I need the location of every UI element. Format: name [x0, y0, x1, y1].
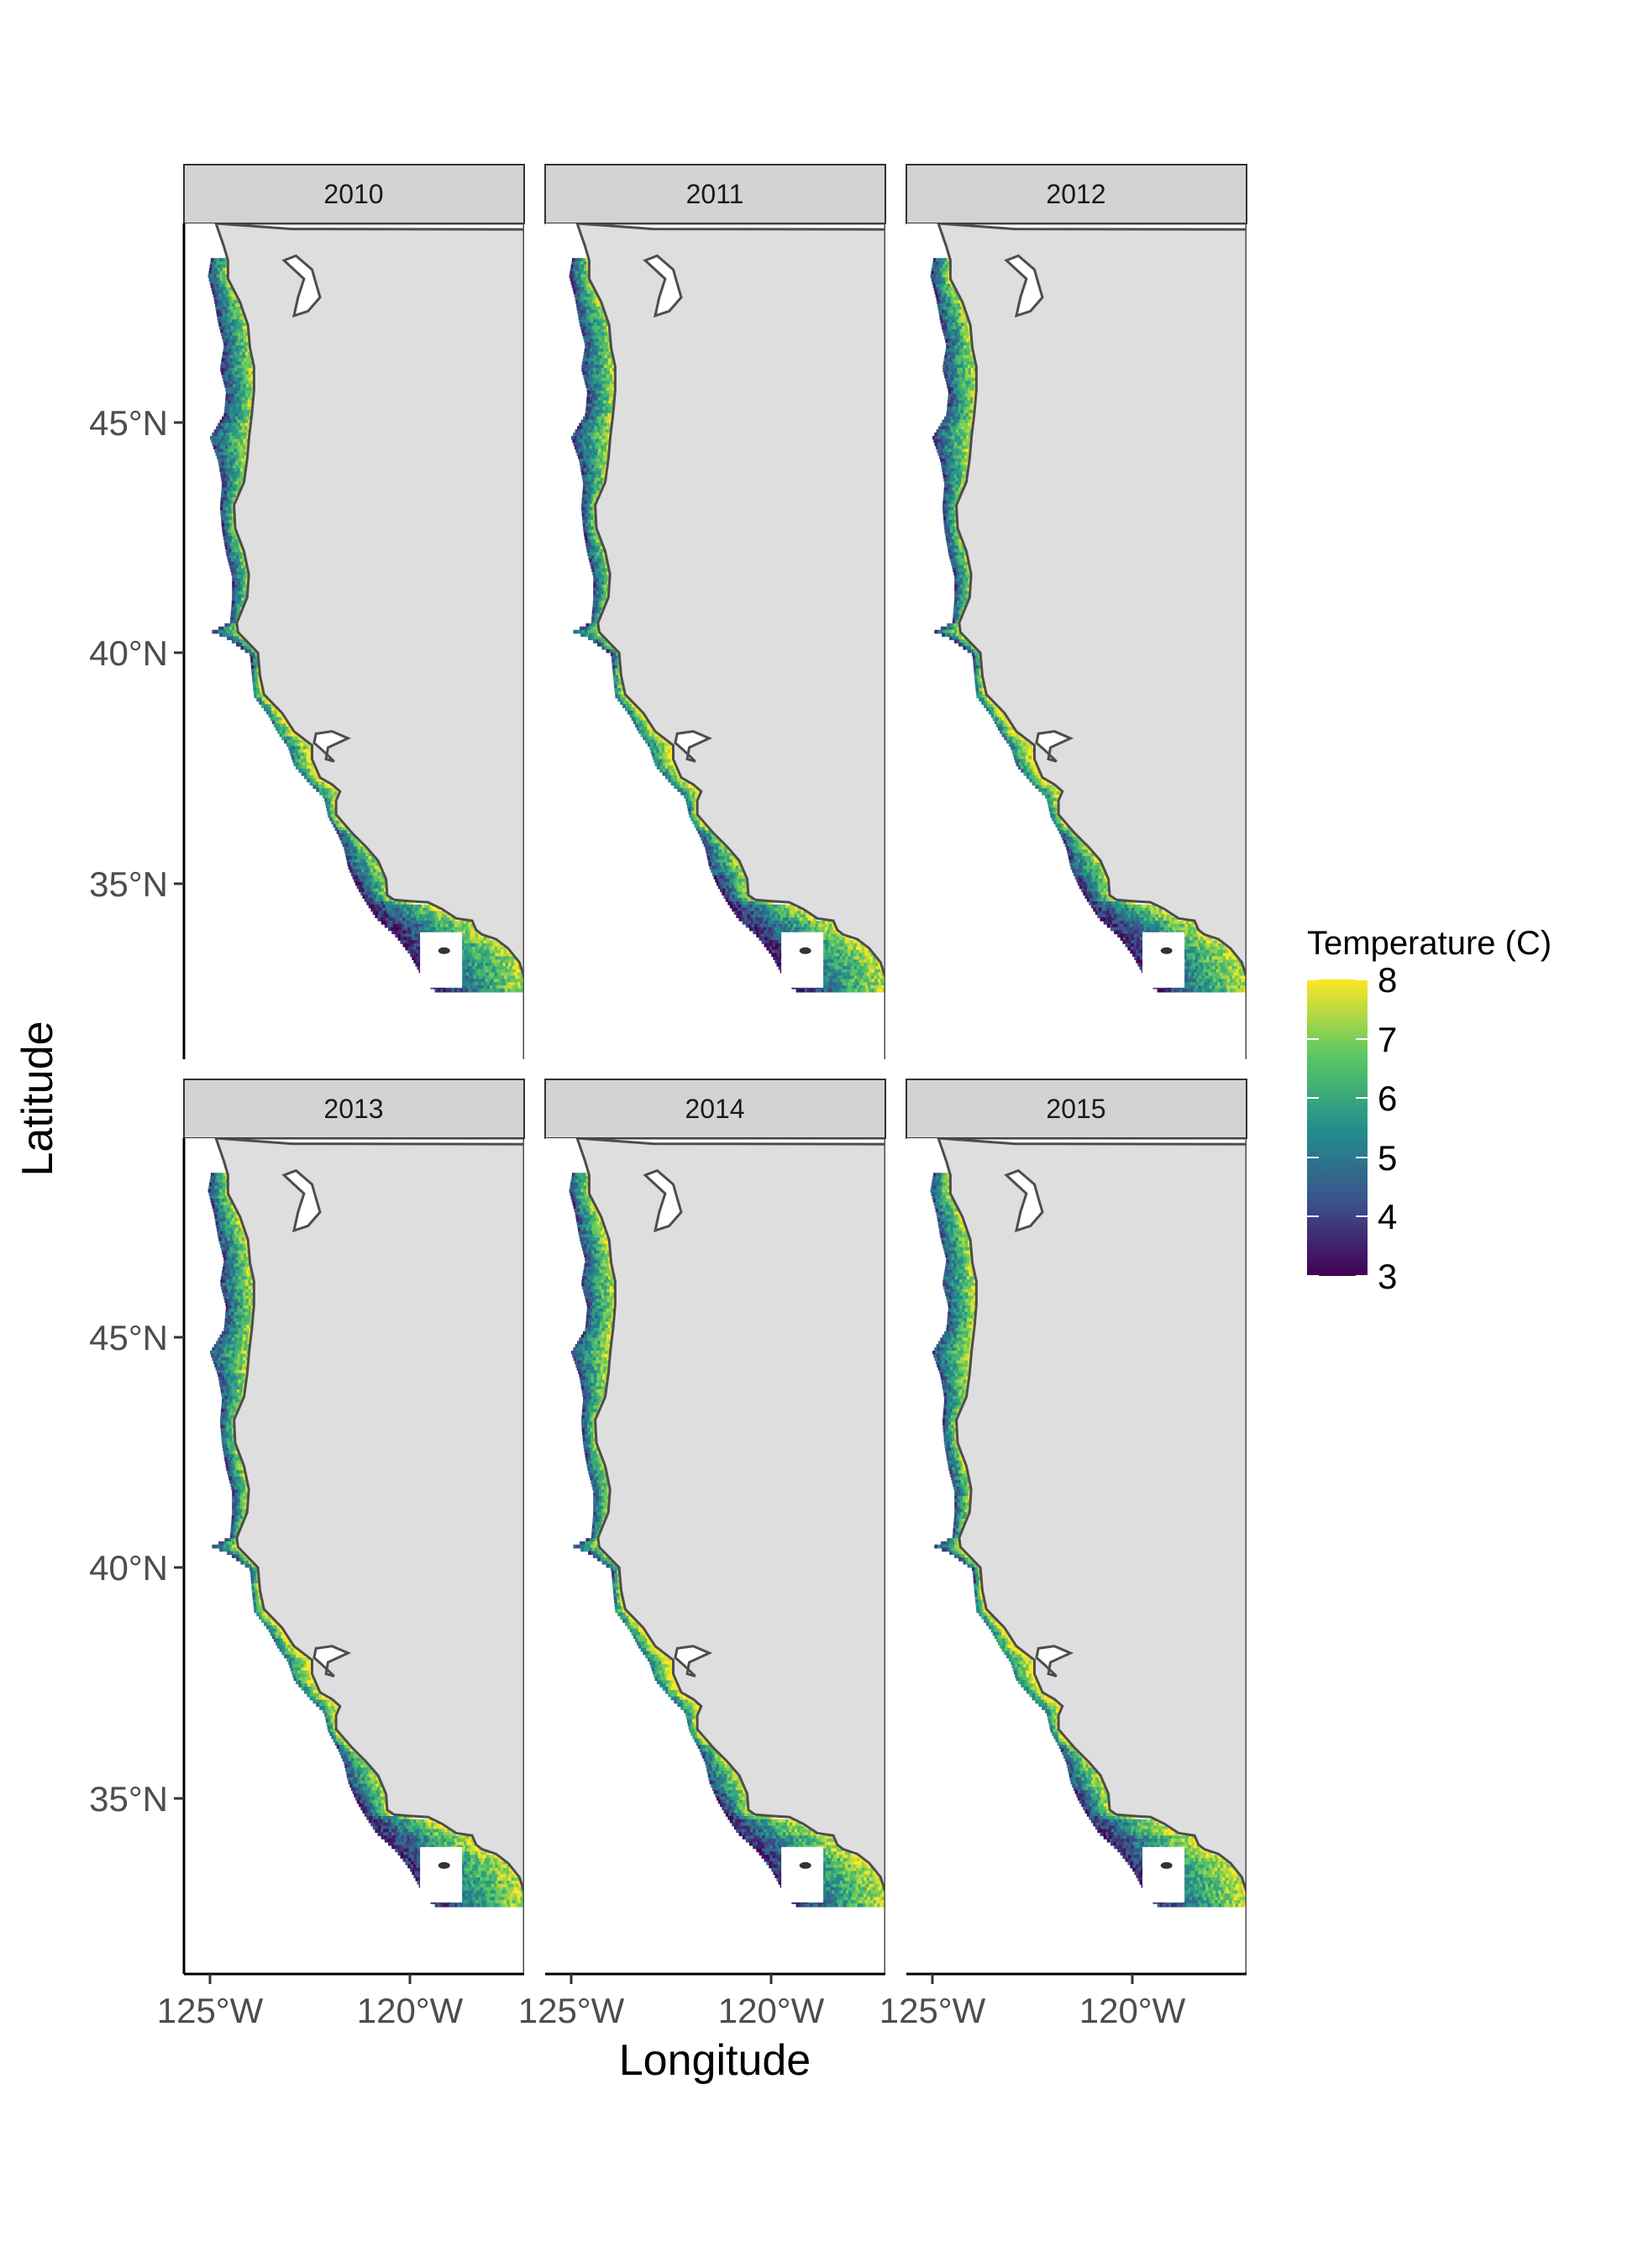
- land-polygon: [575, 223, 885, 1059]
- masked-region: [781, 932, 824, 988]
- strip-label: 2012: [1046, 179, 1105, 209]
- panel-2013: 2013: [183, 1079, 525, 1974]
- legend-label: 4: [1378, 1197, 1397, 1236]
- y-tick-label: 35°N: [89, 1779, 168, 1819]
- canada-region: [215, 223, 524, 231]
- y-tick-label: 40°N: [89, 633, 168, 673]
- x-tick-label: 125°W: [879, 1991, 986, 2030]
- strip-label: 2015: [1046, 1094, 1105, 1124]
- san-francisco-bay: [674, 730, 713, 763]
- san-francisco-bay: [1035, 730, 1074, 763]
- strip-background: [544, 164, 886, 224]
- map-content: [545, 223, 885, 1059]
- land-polygon: [214, 1138, 524, 1974]
- puget-sound: [281, 254, 322, 318]
- land-polygon: [214, 223, 524, 1059]
- island: [799, 947, 811, 954]
- island: [799, 1861, 811, 1869]
- puget-sound: [1004, 254, 1044, 318]
- puget-sound: [1004, 1168, 1044, 1233]
- legend-colorbar: [1307, 979, 1368, 1276]
- san-francisco-bay: [1035, 1645, 1074, 1677]
- legend-label: 8: [1378, 960, 1397, 1000]
- canada-region: [937, 1138, 1247, 1146]
- map-content: [906, 223, 1247, 1059]
- island: [438, 947, 450, 954]
- strip-label: 2013: [323, 1094, 383, 1124]
- legend-title: Temperature (C): [1307, 925, 1551, 962]
- land-polygon: [937, 223, 1247, 1059]
- map-content: [184, 1138, 524, 1974]
- panel-2015: 2015: [906, 1079, 1247, 1974]
- legend-label: 5: [1378, 1138, 1397, 1178]
- land-polygon: [937, 1138, 1247, 1974]
- puget-sound: [281, 1168, 322, 1233]
- x-tick-label: 120°W: [718, 1991, 825, 2030]
- strip-label: 2014: [685, 1094, 744, 1124]
- map-content: [906, 1138, 1247, 1974]
- masked-region: [781, 1846, 824, 1903]
- island: [1160, 1861, 1173, 1869]
- panel-2011: 2011: [544, 164, 886, 1059]
- map-content: [545, 1138, 885, 1974]
- legend-ticks: [1307, 979, 1368, 1277]
- legend: Temperature (C) 8 7 6 5 4 3: [1307, 925, 1551, 1296]
- y-axis-title: Latitude: [13, 1021, 62, 1176]
- legend-label: 3: [1378, 1257, 1397, 1296]
- strip-background: [183, 164, 525, 224]
- legend-label: 7: [1378, 1020, 1397, 1059]
- y-tick-label: 45°N: [89, 1318, 168, 1357]
- panel-2010: 2010: [183, 164, 525, 1059]
- strip-label: 2011: [686, 179, 744, 209]
- canada-region: [937, 223, 1247, 231]
- puget-sound: [643, 254, 683, 318]
- san-francisco-bay: [312, 730, 352, 763]
- canada-region: [576, 223, 885, 231]
- strip-background: [906, 164, 1247, 224]
- x-tick-label: 120°W: [357, 1991, 464, 2030]
- x-tick-label: 125°W: [518, 1991, 625, 2030]
- masked-region: [420, 932, 463, 988]
- legend-label: 6: [1378, 1079, 1397, 1118]
- land-polygon: [575, 1138, 885, 1974]
- y-tick-label: 45°N: [89, 403, 168, 443]
- y-tick-label: 40°N: [89, 1548, 168, 1588]
- puget-sound: [643, 1168, 683, 1233]
- temperature-raster: [930, 1173, 1247, 1908]
- x-axis-title: Longitude: [619, 2036, 811, 2085]
- strip-background: [906, 1079, 1247, 1139]
- x-tick-label: 120°W: [1079, 1991, 1186, 2030]
- island: [438, 1861, 450, 1869]
- panel-2012: 2012: [906, 164, 1247, 1059]
- strip-label: 2010: [323, 179, 383, 209]
- x-tick-label: 125°W: [157, 1991, 264, 2030]
- masked-region: [1142, 1846, 1185, 1903]
- masked-region: [420, 1846, 463, 1903]
- masked-region: [1142, 932, 1185, 988]
- panel-2014: 2014: [544, 1079, 886, 1974]
- canada-region: [576, 1138, 885, 1146]
- island: [1160, 947, 1173, 954]
- san-francisco-bay: [674, 1645, 713, 1677]
- y-tick-label: 35°N: [89, 864, 168, 904]
- strip-background: [544, 1079, 886, 1139]
- map-content: [184, 223, 524, 1059]
- san-francisco-bay: [312, 1645, 352, 1677]
- canada-region: [215, 1138, 524, 1146]
